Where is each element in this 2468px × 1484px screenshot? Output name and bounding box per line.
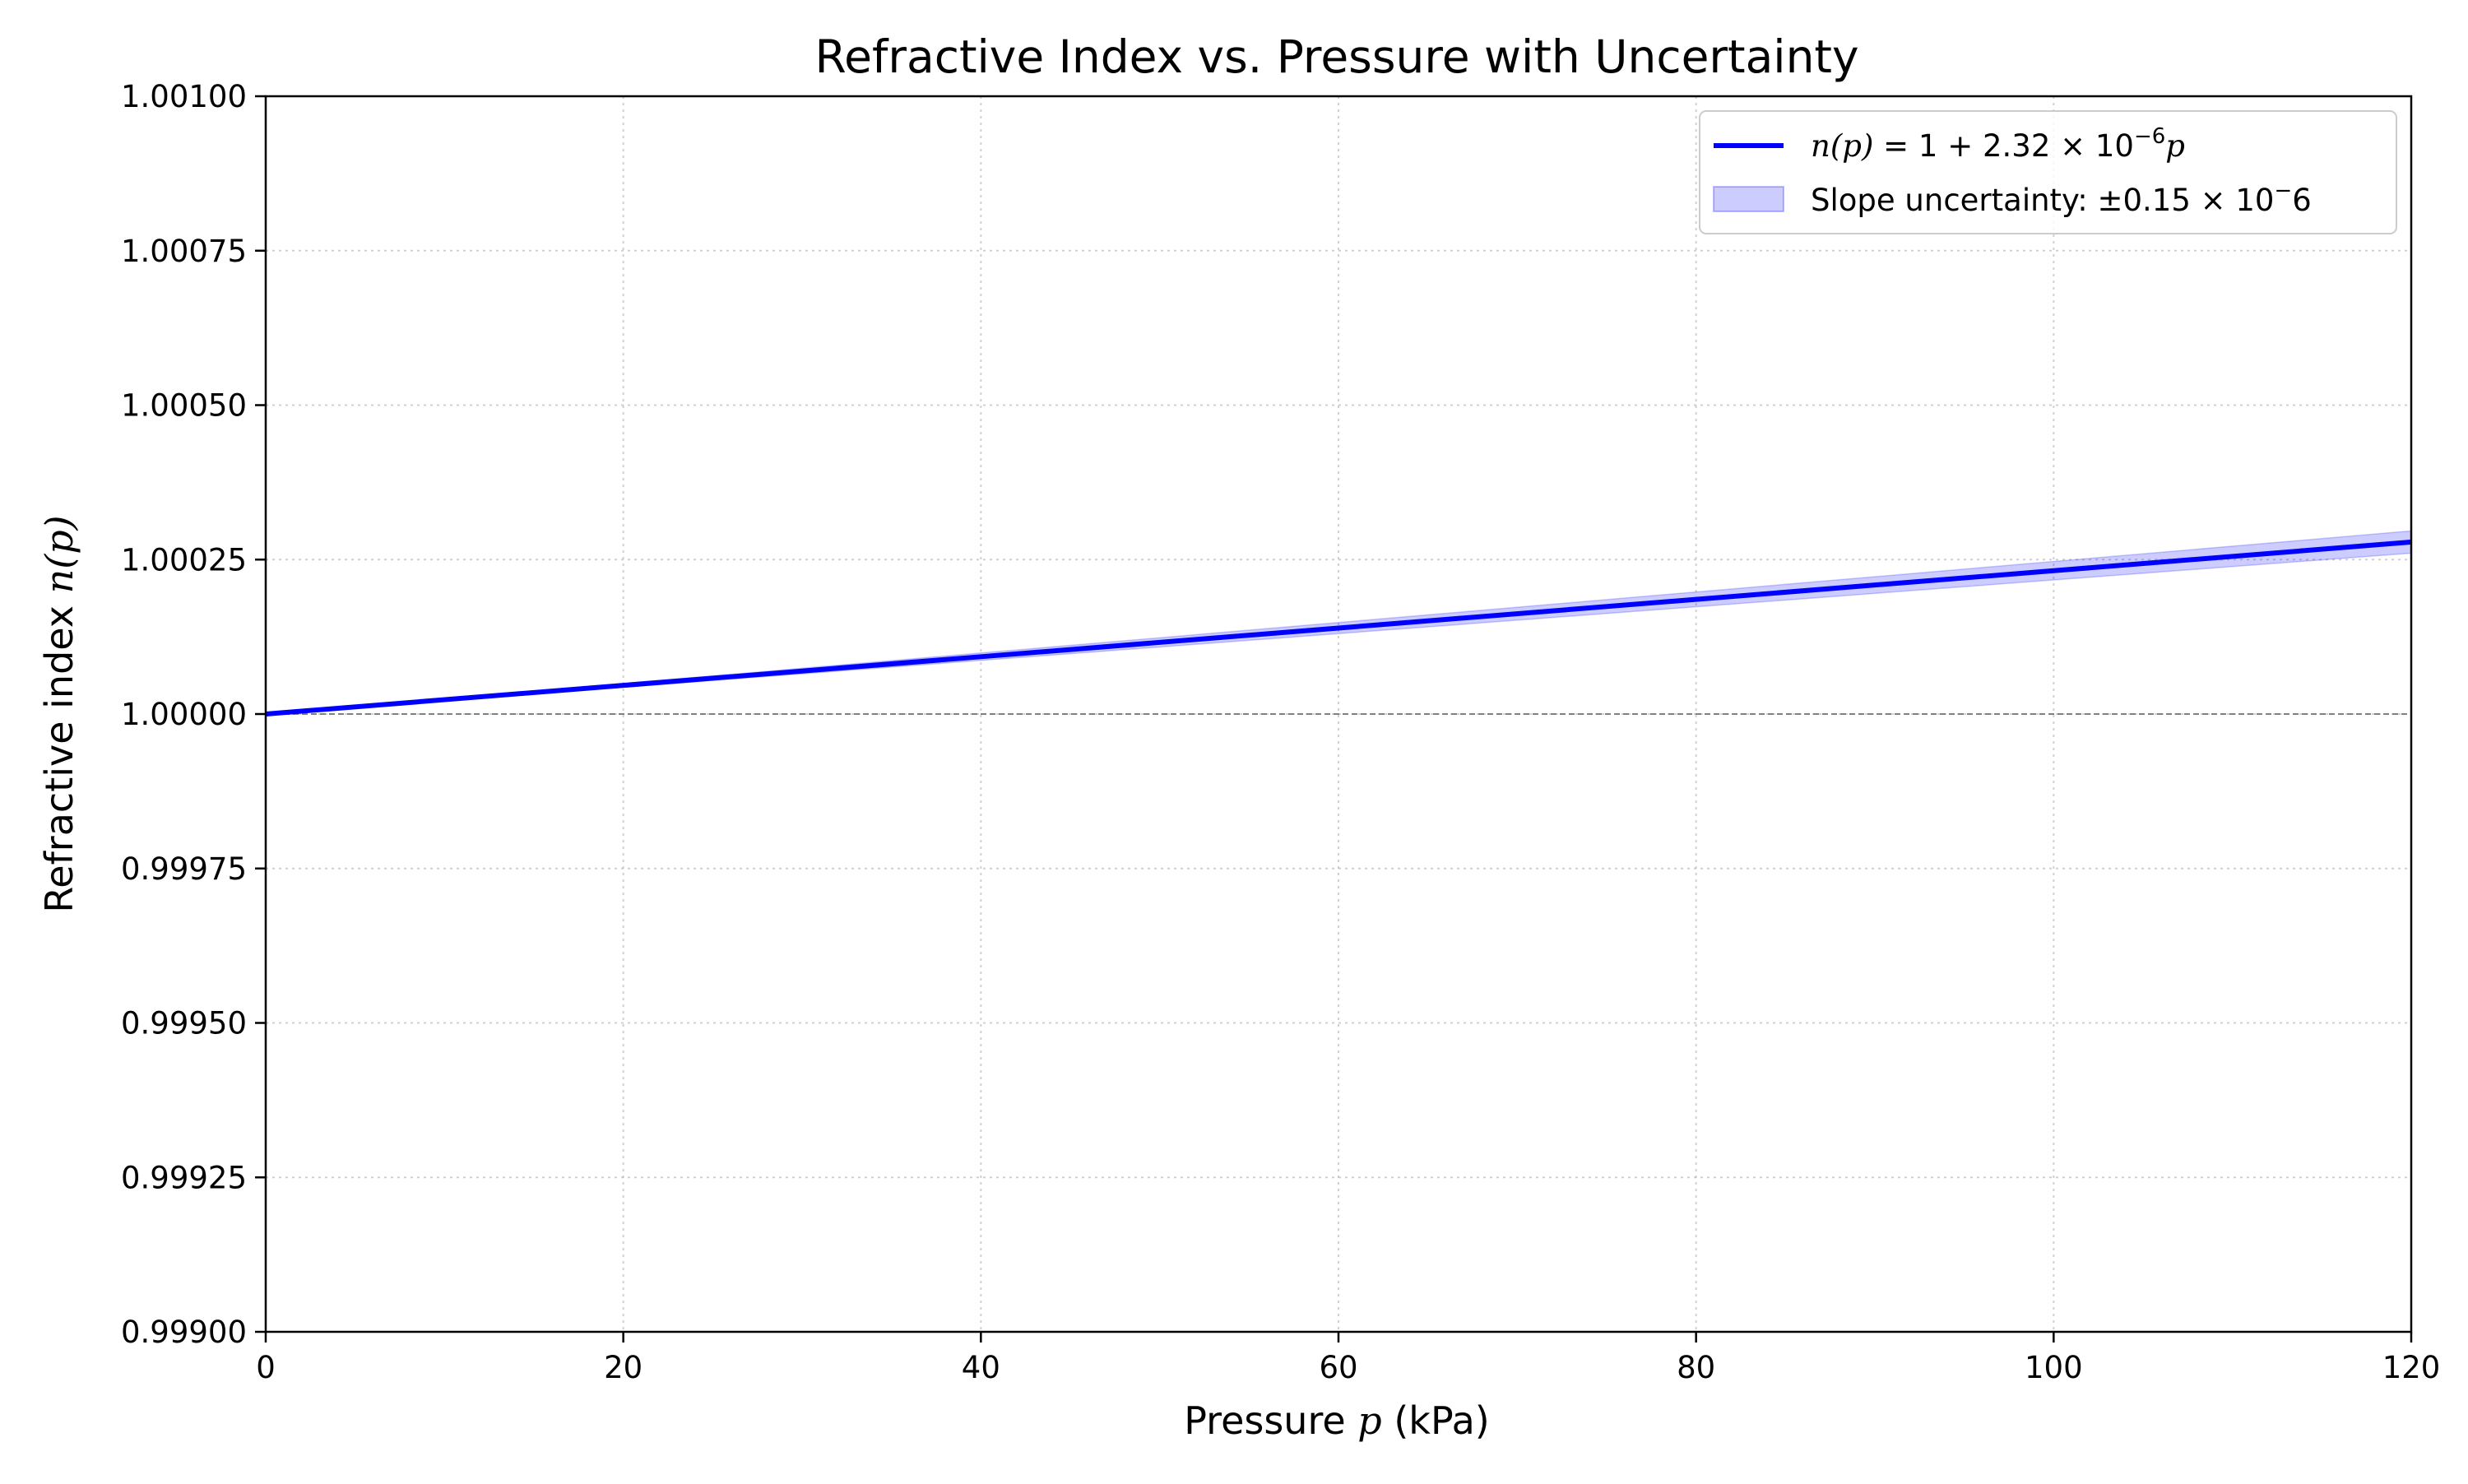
y-tick-label: 1.00000	[121, 697, 247, 732]
x-tick-label: 60	[1319, 1350, 1357, 1385]
legend: n(p) = 1 + 2.32 × 10−6p Slope uncertaint…	[1699, 110, 2397, 234]
y-axis-title: Refractive index n(p)	[37, 515, 81, 912]
legend-band-label-text: Slope uncertainty: ±0.15 × 10	[1811, 183, 2274, 218]
y-tick-label: 0.99925	[121, 1160, 247, 1195]
legend-line-label-mid: = 1 + 2.32 × 10	[1873, 128, 2134, 164]
x-tick-label: 120	[2382, 1350, 2441, 1385]
x-tick-label: 100	[2025, 1350, 2083, 1385]
x-tick-label: 0	[256, 1350, 276, 1385]
legend-box	[1699, 110, 2397, 234]
y-tick-label: 0.99950	[121, 1006, 247, 1041]
legend-band-swatch	[1713, 186, 1784, 212]
legend-line-label-np: n(p)	[1811, 128, 1873, 164]
legend-band-label: Slope uncertainty: ±0.15 × 10−6	[1811, 179, 2312, 218]
legend-line-label: n(p) = 1 + 2.32 × 10−6p	[1811, 124, 2185, 164]
legend-band-label-exponent: −	[2274, 179, 2292, 203]
legend-line-label-exponent: −6	[2134, 124, 2165, 149]
y-tick-label: 0.99975	[121, 851, 247, 887]
y-axis-title-var: n(p)	[37, 515, 81, 593]
legend-band-label-tail: 6	[2292, 183, 2312, 218]
x-axis-title-var: p	[1357, 1398, 1381, 1443]
y-axis-title-before: Refractive index	[37, 593, 81, 912]
x-tick-label: 20	[604, 1350, 643, 1385]
y-tick-label: 1.00075	[121, 234, 247, 269]
x-tick-label: 80	[1677, 1350, 1715, 1385]
x-axis-title: Pressure p (kPa)	[1184, 1398, 1490, 1443]
x-axis-title-after: (kPa)	[1382, 1398, 1490, 1443]
y-tick-label: 1.00100	[121, 79, 247, 114]
legend-line-label-p: p	[2165, 128, 2185, 164]
y-tick-label: 0.99900	[121, 1315, 247, 1350]
series-line-n-p	[265, 539, 2412, 716]
y-tick-label: 1.00050	[121, 388, 247, 424]
chart-title: Refractive Index vs. Pressure with Uncer…	[814, 30, 1858, 83]
y-tick-label: 1.00025	[121, 542, 247, 577]
y-axis-ticks: 0.99900 0.99925 0.99950 0.99975 1.00000 1.000…	[121, 79, 266, 1350]
x-tick-label: 40	[962, 1350, 1000, 1385]
x-axis-ticks: 0 20 40 60 80 100 120	[256, 1332, 2440, 1385]
x-axis-title-before: Pressure	[1184, 1398, 1357, 1443]
